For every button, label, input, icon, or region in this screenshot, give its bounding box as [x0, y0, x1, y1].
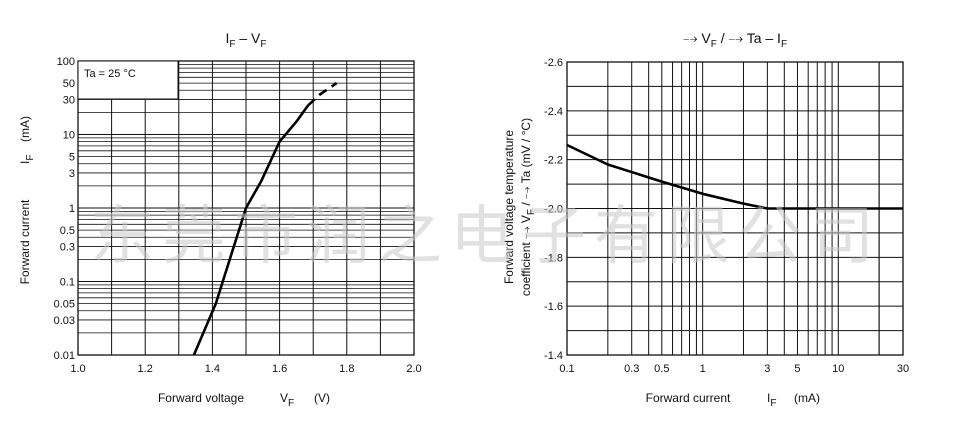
x-tick-label: 0.1 [559, 363, 574, 375]
y-axis-symbol: IF [18, 155, 36, 164]
y-tick-label: -1.6 [544, 301, 563, 313]
y-tick-label: 10 [63, 130, 75, 142]
x-axis-unit: (V) [314, 391, 330, 405]
y-axis-label-line1: Forward voltage temperature [502, 130, 516, 284]
x-tick-label: 5 [794, 363, 800, 375]
x-tick-label: 30 [897, 363, 909, 375]
y-axis-label-line2-group: coefficient ⤍ VF / ⤍ Ta (mV / °C) [519, 118, 537, 296]
y-tick-label: 0.05 [54, 299, 75, 311]
y-tick-label: 1 [69, 203, 75, 215]
y-tick-label: -1.8 [544, 252, 563, 264]
x-axis-label: Forward current [646, 391, 731, 405]
y-tick-label: 0.3 [60, 241, 75, 253]
y-tick-label: -2.2 [544, 155, 563, 167]
y-axis-label: Forward current [18, 199, 32, 284]
series-line-1 [566, 143, 903, 210]
y-tick-label: -1.4 [544, 350, 563, 362]
y-axis-label-line1-group: Forward voltage temperature [502, 130, 516, 284]
y-axis-label-group: Forward current IF (mA) [18, 116, 36, 284]
y-tick-label: 0.5 [60, 225, 75, 237]
x-tick-label: 0.3 [624, 363, 639, 375]
plot-frame [77, 60, 415, 356]
chart-dvf-if: -2.6 -2.4 -2.2 -2.0 -1.8 -1.6 -1.40.1 0.3 0.5 1 3 5… [502, 30, 909, 409]
x-tick-label: 3 [764, 363, 770, 375]
y-tick-label: 30 [63, 94, 75, 106]
y-tick-label: 0.1 [60, 277, 75, 289]
y-tick-label: -2.4 [544, 106, 563, 118]
y-tick-label: -2.6 [544, 57, 563, 69]
y-axis-label-line2: coefficient ⤍ VF / ⤍ Ta (mV / °C) [519, 118, 537, 296]
x-axis-symbol: IF [767, 391, 776, 409]
x-tick-label: 1.2 [138, 363, 153, 375]
y-tick-label: 100 [57, 56, 75, 68]
y-tick-label: 50 [63, 78, 75, 90]
series-line-2-dashed [307, 82, 338, 107]
y-tick-label: -2.0 [544, 204, 563, 216]
annotation-text: Ta = 25 °C [84, 68, 136, 80]
x-axis-unit: (mA) [794, 391, 820, 405]
x-tick-label: 10 [832, 363, 844, 375]
series-line-1-solid [192, 104, 310, 356]
y-tick-label: 5 [69, 152, 75, 164]
x-tick-label: 1.4 [205, 363, 220, 375]
chart-if-vf: Ta = 25 °C 0.01 0.03 0.05 0.1 0.3 0.5 1 3 5 10 30 50… [18, 30, 422, 409]
y-tick-label: 0.01 [54, 350, 75, 362]
y-tick-label: 3 [69, 168, 75, 180]
watermark-text: 东莞市润之电子有限公司 [90, 200, 882, 272]
x-tick-label: 1.0 [70, 363, 85, 375]
x-axis-label: Forward voltage [158, 391, 244, 405]
x-tick-label: 2.0 [406, 363, 421, 375]
x-tick-label: 0.5 [654, 363, 669, 375]
x-axis-symbol: VF [280, 391, 294, 409]
annotation-box [77, 60, 179, 100]
x-tick-label: 1.6 [272, 363, 287, 375]
chart-title: ⤍ VF / ⤍ Ta – IF [683, 30, 787, 50]
chart-title: IF – VF [225, 30, 266, 50]
x-tick-label: 1 [700, 363, 706, 375]
y-axis-unit: (mA) [18, 116, 32, 142]
y-tick-label: 0.03 [54, 315, 75, 327]
x-tick-label: 1.8 [339, 363, 354, 375]
